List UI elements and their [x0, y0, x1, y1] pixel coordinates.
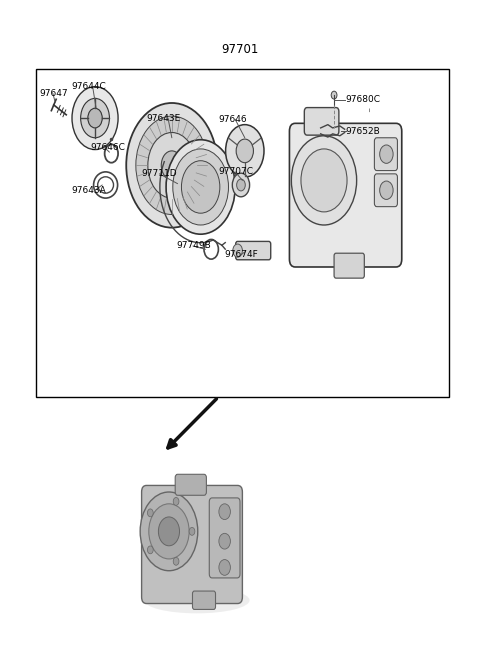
Circle shape: [81, 98, 109, 138]
Circle shape: [232, 173, 250, 197]
Circle shape: [219, 560, 230, 575]
Circle shape: [173, 149, 228, 225]
Circle shape: [136, 116, 208, 215]
Circle shape: [72, 87, 118, 150]
FancyBboxPatch shape: [374, 174, 397, 207]
Circle shape: [161, 151, 182, 180]
Circle shape: [173, 558, 179, 565]
Bar: [36, 69, 449, 397]
Text: 97647: 97647: [40, 89, 69, 98]
Text: 97680C: 97680C: [346, 95, 381, 104]
Circle shape: [219, 533, 230, 549]
Text: 97644C: 97644C: [71, 82, 106, 91]
Text: 97749B: 97749B: [177, 241, 211, 251]
Circle shape: [301, 149, 347, 212]
Circle shape: [380, 145, 393, 163]
Circle shape: [149, 504, 189, 559]
Text: 97646: 97646: [218, 115, 247, 124]
Circle shape: [219, 504, 230, 520]
Circle shape: [236, 139, 253, 163]
Circle shape: [226, 125, 264, 177]
FancyBboxPatch shape: [374, 138, 397, 171]
Circle shape: [148, 133, 196, 198]
Text: 97707C: 97707C: [218, 167, 253, 176]
Circle shape: [88, 108, 102, 128]
Circle shape: [147, 509, 153, 517]
FancyBboxPatch shape: [334, 253, 364, 278]
Text: 97646C: 97646C: [90, 143, 125, 152]
Circle shape: [158, 517, 180, 546]
FancyBboxPatch shape: [142, 485, 242, 604]
Circle shape: [237, 179, 245, 191]
Text: 97643E: 97643E: [146, 113, 180, 123]
Circle shape: [173, 497, 179, 505]
Circle shape: [233, 244, 242, 257]
Circle shape: [126, 103, 217, 228]
FancyBboxPatch shape: [289, 123, 402, 267]
Circle shape: [331, 91, 337, 99]
Circle shape: [291, 136, 357, 225]
Circle shape: [140, 492, 198, 571]
Text: 97701: 97701: [221, 43, 259, 56]
FancyBboxPatch shape: [304, 108, 339, 135]
Text: 97711D: 97711D: [142, 169, 177, 178]
Text: 97652B: 97652B: [346, 127, 380, 136]
Circle shape: [380, 181, 393, 199]
FancyBboxPatch shape: [192, 591, 216, 609]
Circle shape: [181, 161, 220, 213]
Ellipse shape: [144, 587, 250, 613]
FancyBboxPatch shape: [236, 241, 271, 260]
FancyBboxPatch shape: [209, 498, 240, 578]
FancyBboxPatch shape: [175, 474, 206, 495]
Text: 97674F: 97674F: [225, 250, 258, 259]
Text: 97643A: 97643A: [71, 186, 106, 195]
Circle shape: [166, 140, 235, 234]
Circle shape: [147, 546, 153, 554]
Circle shape: [189, 527, 195, 535]
